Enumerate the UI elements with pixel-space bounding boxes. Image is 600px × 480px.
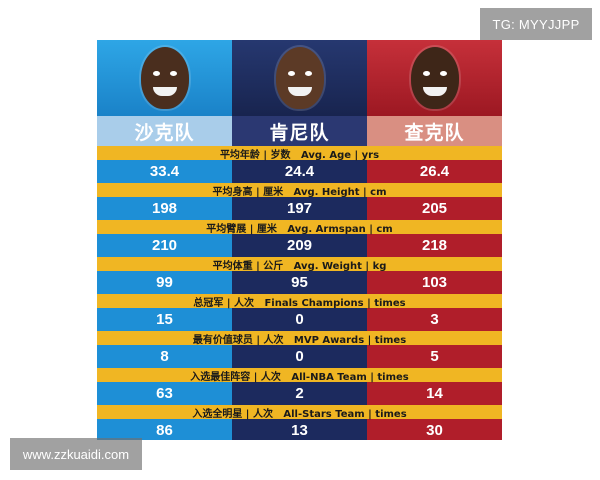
stat-value-team3: 14 xyxy=(426,385,443,402)
stat-value-team2: 24.4 xyxy=(284,163,315,180)
stat-label: 总冠军 | 人次 Finals Champions | times xyxy=(97,294,502,309)
stat-value-row: 33.4 24.4 26.4 xyxy=(97,160,502,183)
stat-value-team2: 0 xyxy=(295,348,304,365)
stat-value-team3: 26.4 xyxy=(419,163,450,180)
stat-value-team1: 86 xyxy=(156,422,173,439)
stat-label: 平均体重 | 公斤 Avg. Weight | kg xyxy=(97,257,502,272)
stat-value-team1: 8 xyxy=(160,348,169,365)
stat-value-team1: 15 xyxy=(156,311,173,328)
stat-label: 最有价值球员 | 人次 MVP Awards | times xyxy=(97,331,502,346)
stat-value-team1: 99 xyxy=(156,274,173,291)
stat-label: 入选最佳阵容 | 人次 All-NBA Team | times xyxy=(97,368,502,383)
team-comparison-infographic: 沙克队 肯尼队 查克队 平均年龄 | 岁数 Avg. Age | yrs 33.4… xyxy=(97,40,502,440)
stat-value-team2: 2 xyxy=(295,385,304,402)
team-name-2: 肯尼队 xyxy=(232,116,367,146)
stat-value-team2: 209 xyxy=(286,237,313,254)
stat-value-row: 210 209 218 xyxy=(97,234,502,257)
stat-value-team3: 3 xyxy=(430,311,439,328)
stat-value-row: 8 0 5 xyxy=(97,345,502,368)
watermark-top: TG: MYYJJPP xyxy=(480,8,592,40)
team2-portrait-cell xyxy=(232,40,367,116)
stat-value-team1: 33.4 xyxy=(149,163,180,180)
stat-value-row: 198 197 205 xyxy=(97,197,502,220)
stat-label: 平均臂展 | 厘米 Avg. Armspan | cm xyxy=(97,220,502,235)
stat-value-team2: 197 xyxy=(286,200,313,217)
stat-value-team1: 63 xyxy=(156,385,173,402)
team-name-1: 沙克队 xyxy=(97,116,232,146)
stat-value-team1: 198 xyxy=(151,200,178,217)
player-portrait-2 xyxy=(275,47,324,109)
stat-value-team3: 103 xyxy=(421,274,448,291)
stat-label: 入选全明星 | 人次 All-Stars Team | times xyxy=(97,405,502,420)
stat-value-team2: 13 xyxy=(291,422,308,439)
stat-value-team1: 210 xyxy=(151,237,178,254)
team-name-3: 查克队 xyxy=(367,116,502,146)
portrait-header xyxy=(97,40,502,116)
team1-portrait-cell xyxy=(97,40,232,116)
stat-value-row: 86 13 30 xyxy=(97,419,502,440)
stat-value-row: 99 95 103 xyxy=(97,271,502,294)
stat-value-team3: 30 xyxy=(426,422,443,439)
player-portrait-3 xyxy=(410,47,459,109)
team3-portrait-cell xyxy=(367,40,502,116)
stat-value-row: 63 2 14 xyxy=(97,382,502,405)
player-portrait-1 xyxy=(140,47,189,109)
stat-value-team3: 5 xyxy=(430,348,439,365)
stat-value-team2: 95 xyxy=(291,274,308,291)
stat-value-team2: 0 xyxy=(295,311,304,328)
watermark-bottom: www.zzkuaidi.com xyxy=(10,438,142,470)
stat-value-row: 15 0 3 xyxy=(97,308,502,331)
stat-value-team3: 218 xyxy=(421,237,448,254)
stat-label: 平均年龄 | 岁数 Avg. Age | yrs xyxy=(97,146,502,161)
stat-label: 平均身高 | 厘米 Avg. Height | cm xyxy=(97,183,502,198)
stat-value-team3: 205 xyxy=(421,200,448,217)
